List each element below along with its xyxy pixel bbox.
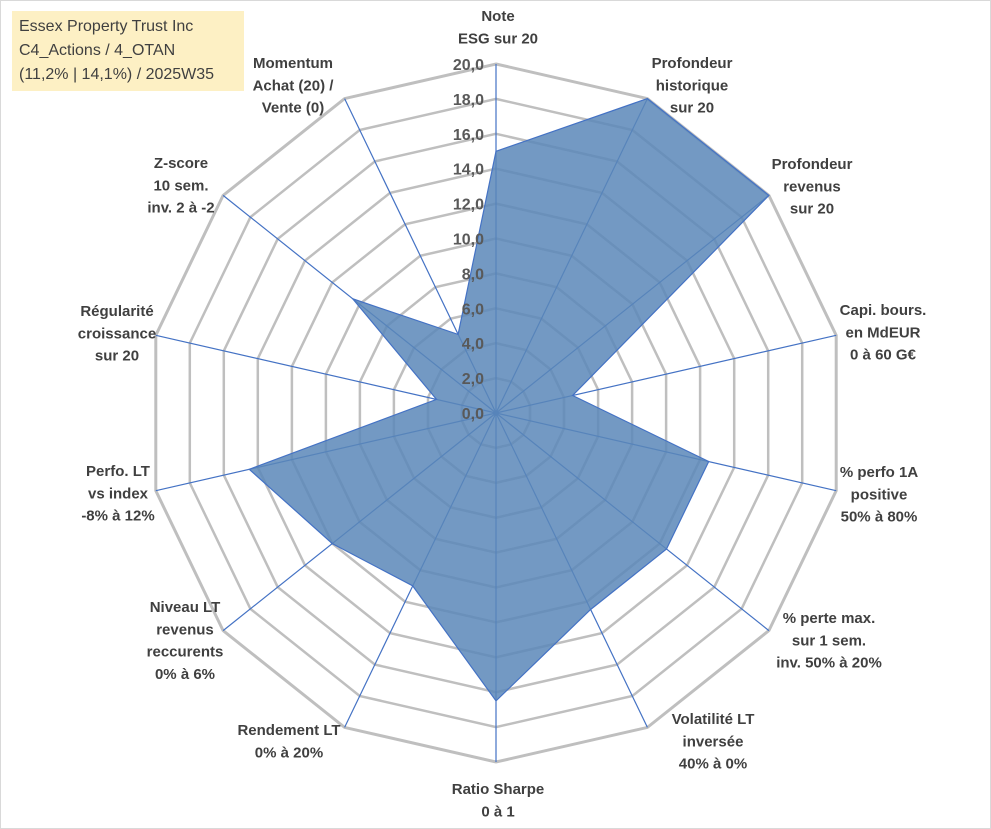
- tick-label: 12,0: [453, 197, 484, 214]
- axis-label-line: ESG sur 20: [458, 30, 538, 47]
- axis-label-line: Capi. bours.: [840, 302, 927, 319]
- tick-label: 18,0: [453, 92, 484, 109]
- tick-label: 6,0: [462, 301, 484, 318]
- axis-label-line: inversée: [683, 733, 744, 750]
- tick-label: 20,0: [453, 57, 484, 74]
- axis-label-2: Profondeur revenus sur 20: [772, 156, 853, 218]
- axis-label-line: revenus: [783, 178, 841, 195]
- tick-label: 4,0: [462, 336, 484, 353]
- tick-label: 16,0: [453, 127, 484, 144]
- axis-label-line: Ratio Sharpe: [452, 781, 545, 798]
- axis-label-4: % perfo 1A positive 50% à 80%: [840, 464, 919, 526]
- axis-label-line: % perte max.: [783, 610, 876, 627]
- tick-label: 2,0: [462, 371, 484, 388]
- series-area: [248, 97, 770, 702]
- axis-label-1: Profondeur historique sur 20: [652, 55, 733, 117]
- axis-label-line: Rendement LT: [237, 722, 340, 739]
- axis-label-line: Vente (0): [262, 100, 325, 117]
- info-category: C4_Actions / 4_OTAN: [19, 42, 176, 59]
- axis-label-9: Niveau LT revenus reccurents 0% à 6%: [147, 599, 224, 683]
- axis-label-line: inv. 50% à 20%: [776, 655, 882, 672]
- axis-label-line: sur 20: [670, 100, 714, 117]
- axis-label-line: 40% à 0%: [679, 756, 747, 773]
- axis-label-line: sur 1 sem.: [792, 632, 866, 649]
- axis-label-8: Rendement LT 0% à 20%: [237, 722, 340, 761]
- axis-label-line: 0 à 1: [481, 803, 514, 820]
- axis-label-3: Capi. bours. en MdEUR 0 à 60 G€: [840, 302, 927, 364]
- info-performance: (11,2% | 14,1%) / 2025W35: [19, 66, 215, 83]
- axis-label-line: Momentum: [253, 55, 333, 72]
- axis-label-line: 10 sem.: [153, 177, 208, 194]
- axis-label-line: Profondeur: [772, 156, 853, 173]
- axis-label-12: Z-score 10 sem. inv. 2 à -2: [147, 155, 214, 217]
- axis-label-line: inv. 2 à -2: [147, 200, 214, 217]
- axis-label-line: positive: [851, 486, 908, 503]
- axis-label-13: Momentum Achat (20) / Vente (0): [253, 55, 335, 117]
- axis-label-line: Achat (20) /: [253, 77, 335, 94]
- tick-label: 8,0: [462, 266, 484, 283]
- axis-label-line: Régularité: [80, 303, 153, 320]
- axis-label-line: % perfo 1A: [840, 464, 919, 481]
- axis-label-line: en MdEUR: [846, 324, 921, 341]
- axis-label-line: Profondeur: [652, 55, 733, 72]
- axis-label-line: 0% à 6%: [155, 666, 215, 683]
- tick-layer: 0,0 2,0 4,0 6,0 8,0 10,0 12,0 14,0 16,0 18,0 20,0: [453, 57, 484, 423]
- axis-label-line: 50% à 80%: [841, 509, 918, 526]
- axis-label-line: Niveau LT: [150, 599, 221, 616]
- axis-label-line: historique: [656, 77, 729, 94]
- axis-label-line: 0 à 60 G€: [850, 347, 917, 364]
- axis-label-line: croissance: [78, 325, 156, 342]
- axis-label-line: sur 20: [790, 201, 834, 218]
- axis-label-line: vs index: [88, 485, 149, 502]
- axis-label-line: Z-score: [154, 155, 208, 172]
- tick-label: 0,0: [462, 406, 484, 423]
- tick-label: 10,0: [453, 232, 484, 249]
- axis-label-line: 0% à 20%: [255, 744, 323, 761]
- axis-label-line: revenus: [156, 621, 214, 638]
- tick-label: 14,0: [453, 162, 484, 179]
- axis-label-line: Note: [481, 8, 514, 25]
- axis-label-line: Perfo. LT: [86, 463, 150, 480]
- axis-label-7: Ratio Sharpe 0 à 1: [452, 781, 545, 820]
- axis-label-line: reccurents: [147, 644, 224, 661]
- series-layer: [248, 97, 770, 702]
- axis-label-6: Volatilité LT inversée 40% à 0%: [672, 711, 755, 773]
- axis-label-5: % perte max. sur 1 sem. inv. 50% à 20%: [776, 610, 882, 672]
- axis-label-0: Note ESG sur 20: [458, 8, 538, 47]
- info-company: Essex Property Trust Inc: [19, 18, 194, 35]
- axis-label-11: Régularité croissance sur 20: [78, 303, 156, 365]
- axis-label-line: -8% à 12%: [81, 508, 154, 525]
- info-box: Essex Property Trust Inc C4_Actions / 4_…: [12, 11, 244, 91]
- axis-label-line: Volatilité LT: [672, 711, 755, 728]
- axis-label-10: Perfo. LT vs index -8% à 12%: [81, 463, 154, 525]
- axis-label-line: sur 20: [95, 348, 139, 365]
- label-layer: Note ESG sur 20 Profondeur historique sur 20…: [78, 8, 927, 820]
